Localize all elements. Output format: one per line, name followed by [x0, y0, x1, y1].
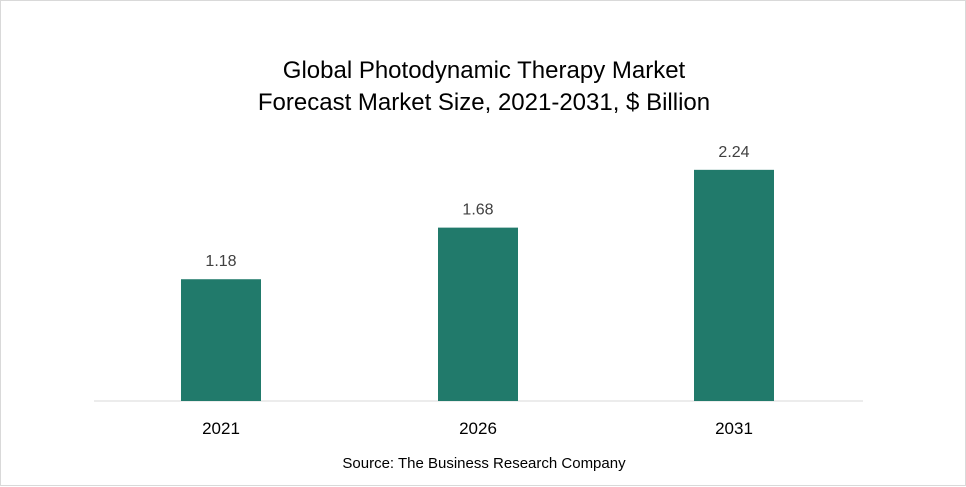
bar-2026 — [438, 227, 518, 401]
chart-source: Source: The Business Research Company — [342, 455, 626, 472]
bar-2021 — [181, 279, 261, 401]
chart-title-line-1: Global Photodynamic Therapy Market — [282, 57, 686, 84]
data-label-2026: 1.68 — [462, 202, 493, 219]
x-tick-label-2026: 2026 — [459, 419, 497, 438]
data-label-2031: 2.24 — [718, 144, 749, 161]
bar-2031 — [694, 169, 774, 401]
x-tick-label-2031: 2031 — [715, 419, 753, 438]
x-tick-label-2021: 2021 — [202, 419, 240, 438]
chart-title-line-2: Forecast Market Size, 2021-2031, $ Billi… — [257, 89, 711, 116]
data-label-2021: 1.18 — [205, 253, 236, 270]
chart-title: Global Photodynamic Therapy Market Forec… — [1, 55, 966, 119]
